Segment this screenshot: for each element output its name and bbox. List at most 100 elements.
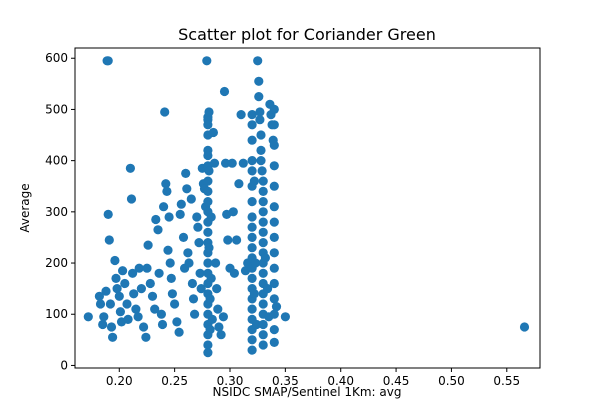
y-tick-label: 200 [45,256,68,270]
data-point [114,291,124,301]
data-point [120,278,130,289]
data-point [187,278,197,289]
data-point [172,317,182,327]
data-point [184,258,194,268]
data-point [223,235,233,245]
data-point [142,263,152,273]
data-point [204,166,214,176]
data-point [216,330,226,340]
data-point [145,278,155,289]
data-point [111,273,121,283]
data-point [183,248,193,258]
data-point [247,120,257,130]
data-point [196,284,206,294]
data-point [203,197,213,207]
data-point [205,325,215,335]
data-point [238,158,248,168]
data-point [255,107,265,117]
data-point [269,217,279,227]
x-axis-ticks: 0.20 0.25 0.30 0.35 0.40 0.45 0.50 0.55 [106,368,520,388]
data-point [269,278,279,289]
data-point [256,130,266,140]
data-point [258,299,268,309]
data-point [258,268,268,278]
data-point [186,194,196,204]
data-point [176,199,186,209]
data-point [253,56,263,66]
data-point [258,319,268,330]
data-point [247,232,257,242]
data-point [254,76,264,86]
data-point [258,217,268,227]
data-point [98,319,108,330]
x-tick-label: 0.30 [217,374,244,388]
y-tick-label: 0 [60,358,68,372]
data-point [163,245,173,255]
data-point [206,212,216,222]
data-point [166,273,176,283]
x-tick-label: 0.55 [493,374,520,388]
y-tick-label: 300 [45,205,68,219]
data-point [141,332,151,342]
y-tick-label: 600 [45,51,68,65]
data-point [247,273,257,283]
x-axis-label: NSIDC SMAP/Sentinel 1Km: avg [213,385,402,399]
data-point [104,235,114,245]
data-point [101,286,111,296]
data-point [126,194,137,204]
x-tick-label: 0.35 [272,374,299,388]
data-point [202,56,212,66]
data-point [125,163,135,173]
data-point [165,258,175,268]
data-point [247,335,257,345]
data-point [203,176,213,186]
data-point [254,92,264,102]
data-point [269,232,279,242]
data-point [519,322,530,332]
y-axis-ticks: 0 100 200 300 400 500 600 [45,51,75,372]
x-tick-label: 0.20 [106,374,133,388]
data-point [156,309,166,319]
data-point [203,258,213,268]
data-point [112,284,122,294]
data-point [129,289,139,299]
y-tick-label: 500 [45,102,68,116]
data-point [110,255,120,266]
data-point [95,299,106,309]
data-point [161,179,171,189]
chart-title: Scatter plot for Coriander Green [178,25,436,44]
data-point [192,212,202,222]
data-point [247,197,257,207]
data-point [269,202,279,212]
data-point [136,284,146,294]
data-point [269,294,279,304]
data-point [269,309,279,319]
data-point [151,214,161,225]
data-point [175,209,185,219]
data-point [139,322,149,332]
data-point [115,307,125,317]
data-point [247,243,257,253]
data-point [203,120,213,130]
data-point [247,212,257,222]
data-point [247,304,257,314]
data-point [123,314,133,324]
data-point [83,312,93,322]
data-point [232,235,242,245]
data-point [247,110,257,120]
data-point [204,243,214,253]
data-point [249,176,259,186]
data-point [213,304,223,314]
data-point [203,150,213,161]
data-points [83,56,530,358]
data-point [247,135,257,145]
data-point [208,127,218,138]
data-point [167,289,177,299]
data-point [252,319,262,330]
data-point [212,284,222,294]
data-point [269,120,279,130]
data-point [154,268,164,278]
data-point [150,304,160,314]
data-point [94,291,104,301]
data-point [195,268,205,278]
